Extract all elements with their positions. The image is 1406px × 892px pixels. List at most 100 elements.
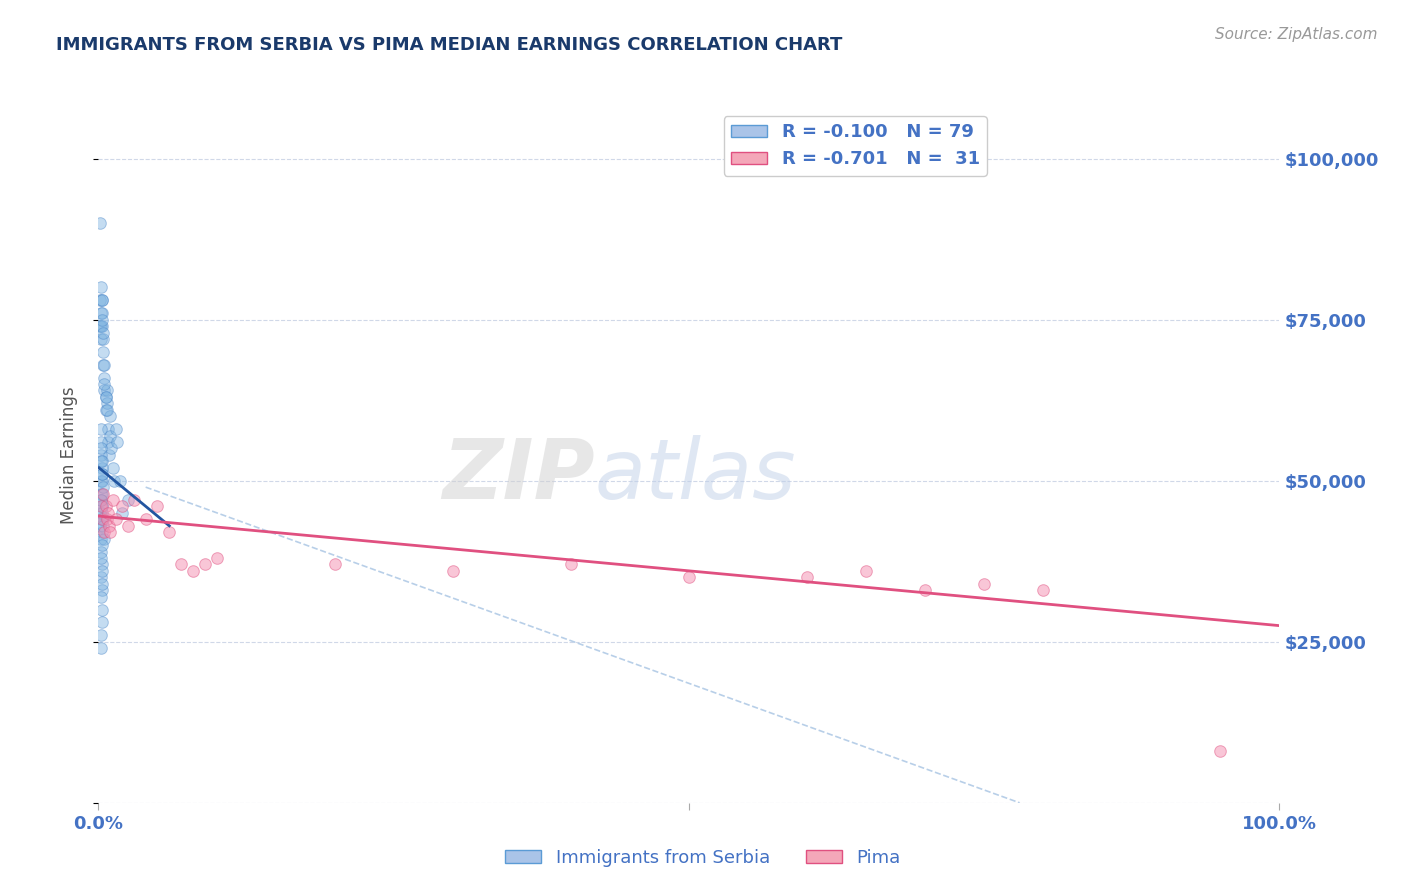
Point [89,506,111,520]
Point [678,570,700,584]
Point [117,518,139,533]
Point [91,460,114,475]
Point [96,512,118,526]
Point [90,422,112,436]
Point [91,344,114,359]
Point [93,532,115,546]
Point [560,558,582,572]
Point [91,474,114,488]
Point [91,454,114,468]
Legend: Immigrants from Serbia, Pima: Immigrants from Serbia, Pima [498,842,908,874]
Point [91,293,114,308]
Point [973,576,995,591]
Point [90,500,112,514]
Point [96,396,118,410]
Point [94,500,117,514]
Point [90,448,112,462]
Point [914,583,936,598]
Point [205,551,228,566]
Point [105,422,128,436]
Point [135,512,157,526]
Point [170,558,193,572]
Point [105,512,128,526]
Point [90,442,112,456]
Point [100,442,122,456]
Point [96,402,118,417]
Point [105,435,128,450]
Point [91,564,114,578]
Point [97,422,120,436]
Point [90,454,112,468]
Point [91,480,114,494]
Point [90,551,112,566]
Point [89,216,111,230]
Point [90,306,112,320]
Point [111,500,134,514]
Point [90,486,112,500]
Point [91,467,114,482]
Point [101,460,124,475]
Point [98,428,121,442]
Point [90,435,112,450]
Text: Source: ZipAtlas.com: Source: ZipAtlas.com [1215,27,1378,42]
Point [91,312,114,326]
Y-axis label: Median Earnings: Median Earnings [59,386,77,524]
Point [117,493,139,508]
Point [90,493,112,508]
Point [91,615,114,630]
Point [108,474,131,488]
Point [98,525,121,540]
Point [90,474,112,488]
Point [91,358,114,372]
Point [93,358,115,372]
Point [796,570,818,584]
Point [90,544,112,558]
Point [855,564,877,578]
Point [1209,744,1232,758]
Legend: R = -0.100   N = 79, R = -0.701   N =  31: R = -0.100 N = 79, R = -0.701 N = 31 [724,116,987,176]
Point [97,506,120,520]
Point [157,525,180,540]
Point [93,377,115,392]
Point [91,602,114,616]
Text: IMMIGRANTS FROM SERBIA VS PIMA MEDIAN EARNINGS CORRELATION CHART: IMMIGRANTS FROM SERBIA VS PIMA MEDIAN EA… [56,36,842,54]
Point [94,402,117,417]
Point [94,390,117,404]
Point [91,558,114,572]
Point [89,293,111,308]
Point [91,293,114,308]
Point [93,525,115,540]
Point [101,493,124,508]
Point [96,384,118,398]
Point [181,564,204,578]
Point [90,590,112,604]
Point [1032,583,1054,598]
Point [90,280,112,294]
Point [89,518,111,533]
Point [91,306,114,320]
Point [441,564,464,578]
Point [89,319,111,334]
Point [91,326,114,340]
Point [90,332,112,346]
Point [90,641,112,656]
Point [93,370,115,384]
Point [103,474,125,488]
Point [111,506,134,520]
Point [90,319,112,334]
Point [98,448,121,462]
Point [194,558,217,572]
Point [90,628,112,642]
Point [91,486,114,500]
Point [91,506,114,520]
Point [91,525,114,540]
Point [93,384,115,398]
Point [90,532,112,546]
Point [91,319,114,334]
Point [122,493,145,508]
Point [91,332,114,346]
Point [146,500,169,514]
Point [91,512,114,526]
Point [97,435,120,450]
Point [91,576,114,591]
